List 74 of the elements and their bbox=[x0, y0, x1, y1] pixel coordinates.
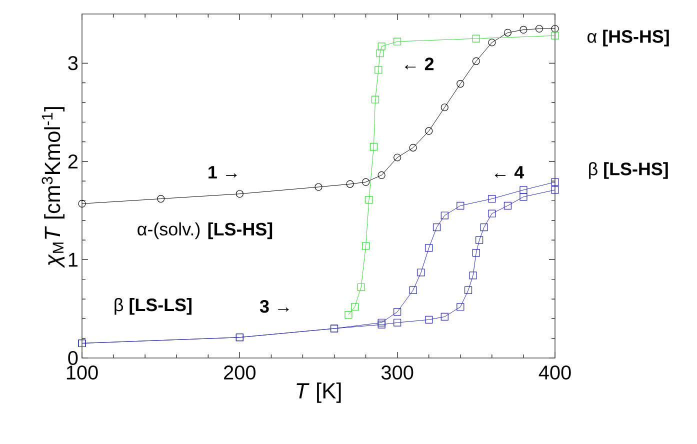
point bbox=[469, 272, 477, 280]
point bbox=[236, 190, 244, 198]
point bbox=[394, 38, 402, 46]
point bbox=[314, 183, 322, 191]
point bbox=[432, 223, 441, 232]
point bbox=[551, 32, 559, 40]
point bbox=[535, 24, 544, 33]
point bbox=[374, 66, 382, 74]
point bbox=[456, 202, 464, 210]
annotation: ← 4 bbox=[494, 166, 524, 178]
point bbox=[551, 24, 559, 33]
point bbox=[409, 144, 417, 152]
point bbox=[425, 244, 433, 252]
y-tick-label: 2 bbox=[68, 154, 78, 168]
x-tick-label: 200 bbox=[224, 366, 256, 380]
point bbox=[440, 212, 448, 220]
point bbox=[520, 186, 528, 194]
annotation: β [LS-LS] bbox=[114, 298, 192, 315]
point bbox=[504, 28, 512, 36]
x-tick-label: 400 bbox=[538, 366, 571, 380]
point bbox=[440, 312, 448, 321]
point bbox=[376, 50, 384, 58]
y-tick-label: 3 bbox=[68, 56, 78, 70]
point bbox=[378, 318, 386, 326]
y-axis-title: χ$_{M}$T [cm$^{3}$Kmol$^{-1}$] bbox=[42, 107, 65, 268]
point bbox=[357, 283, 365, 292]
point bbox=[394, 318, 402, 326]
point bbox=[371, 96, 380, 104]
point bbox=[157, 194, 165, 203]
point bbox=[362, 242, 370, 250]
point bbox=[520, 26, 528, 34]
text: α [HS-HS] bbox=[588, 30, 669, 46]
point bbox=[520, 193, 528, 201]
point bbox=[344, 310, 352, 319]
point bbox=[378, 171, 386, 179]
annotation: 1 → bbox=[208, 166, 237, 178]
annotation: 3 → bbox=[260, 300, 289, 313]
point bbox=[456, 80, 464, 88]
point bbox=[394, 308, 402, 316]
point bbox=[488, 194, 496, 203]
point bbox=[472, 57, 480, 65]
point bbox=[551, 186, 559, 194]
point bbox=[78, 200, 86, 208]
x-axis-title: T [K] bbox=[296, 382, 341, 403]
point bbox=[440, 104, 448, 112]
point bbox=[480, 223, 488, 232]
point bbox=[370, 142, 378, 150]
point bbox=[394, 154, 402, 162]
point bbox=[378, 42, 386, 50]
point bbox=[464, 286, 472, 294]
y-tick-label: 1 bbox=[68, 252, 78, 267]
point bbox=[488, 38, 496, 46]
point bbox=[346, 180, 354, 188]
point bbox=[472, 34, 480, 42]
point bbox=[425, 127, 433, 135]
annotation: α-(solv.) [LS-HS] bbox=[138, 222, 272, 240]
point bbox=[409, 286, 417, 294]
point bbox=[456, 303, 464, 311]
point bbox=[365, 196, 373, 204]
point bbox=[476, 236, 484, 244]
point bbox=[425, 316, 433, 324]
point bbox=[504, 202, 512, 210]
annotation: ← 2 bbox=[405, 58, 434, 70]
point bbox=[472, 249, 480, 257]
point bbox=[488, 210, 496, 218]
y-tick-label: 0 bbox=[68, 350, 78, 366]
point bbox=[350, 303, 359, 311]
x-tick-label: 100 bbox=[66, 366, 98, 380]
point bbox=[417, 268, 425, 276]
text: β [LS-HS] bbox=[589, 162, 668, 179]
point bbox=[551, 178, 559, 186]
x-tick-label: 300 bbox=[381, 366, 414, 380]
point bbox=[362, 178, 370, 186]
point bbox=[378, 320, 386, 328]
